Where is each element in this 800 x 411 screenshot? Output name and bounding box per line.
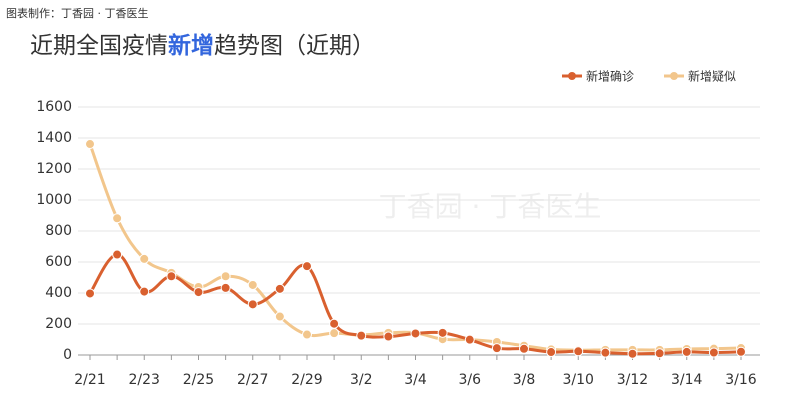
data-point — [274, 311, 285, 322]
y-tick-label: 0 — [63, 347, 72, 363]
data-point — [85, 139, 95, 150]
data-point — [356, 330, 367, 341]
x-tick-label: 3/14 — [671, 372, 703, 388]
data-point — [247, 279, 258, 290]
legend-label: 新增疑似 — [688, 69, 736, 84]
data-point — [329, 328, 340, 339]
y-tick-label: 800 — [45, 223, 72, 239]
data-point — [112, 213, 123, 224]
data-point — [329, 318, 340, 329]
y-tick-label: 600 — [45, 254, 72, 270]
x-tick-label: 2/21 — [74, 372, 105, 388]
data-point — [220, 282, 231, 293]
data-point — [112, 249, 123, 260]
data-point — [546, 347, 557, 358]
data-point — [139, 286, 150, 297]
data-point — [247, 299, 258, 310]
data-point — [139, 253, 150, 264]
x-tick-label: 3/4 — [404, 372, 427, 388]
series-line — [88, 143, 742, 352]
data-point — [302, 329, 312, 340]
y-tick-label: 1200 — [36, 161, 72, 177]
y-tick-label: 1400 — [36, 130, 72, 146]
data-point — [85, 288, 95, 299]
y-tick-label: 1600 — [36, 99, 72, 115]
data-point — [627, 348, 638, 359]
x-tick-label: 3/16 — [725, 372, 757, 388]
series-line — [88, 253, 742, 356]
data-point — [166, 271, 177, 282]
data-point — [464, 334, 475, 345]
data-point — [274, 283, 285, 294]
legend-dot — [568, 72, 576, 80]
watermark: 丁香园 · 丁香医生 — [379, 190, 602, 223]
title-highlight: 新增 — [168, 32, 214, 59]
data-point — [491, 343, 502, 354]
data-point — [708, 347, 719, 358]
data-point — [681, 346, 692, 357]
x-tick-label: 2/29 — [291, 372, 322, 388]
data-point — [410, 328, 421, 339]
legend-dot — [670, 72, 678, 80]
credit: 图表制作：丁香园 · 丁香医生 — [6, 6, 149, 20]
title-part: 趋势图（近期） — [214, 33, 375, 59]
data-point — [600, 347, 611, 358]
x-tick-label: 2/27 — [237, 372, 268, 388]
chart-title: 近期全国疫情新增趋势图（近期） — [30, 32, 375, 59]
x-tick-label: 3/12 — [617, 372, 648, 388]
x-tick-label: 3/10 — [563, 372, 594, 388]
data-point — [573, 346, 584, 357]
x-tick-label: 3/8 — [513, 372, 536, 388]
x-tick-label: 3/6 — [458, 372, 481, 388]
y-tick-label: 400 — [45, 285, 72, 301]
data-point — [383, 331, 394, 342]
data-point — [302, 261, 312, 272]
title-part: 近期全国疫情 — [30, 33, 168, 59]
data-point — [519, 343, 529, 354]
data-point — [193, 287, 204, 298]
x-tick-label: 2/25 — [183, 372, 214, 388]
x-tick-label: 2/23 — [129, 372, 160, 388]
y-tick-label: 1000 — [36, 192, 72, 208]
data-point — [654, 348, 665, 359]
x-tick-label: 3/2 — [350, 372, 373, 388]
data-point — [220, 271, 231, 282]
data-point — [437, 327, 448, 338]
y-tick-label: 200 — [45, 316, 72, 332]
legend-label: 新增确诊 — [586, 69, 634, 84]
data-point — [736, 346, 746, 357]
